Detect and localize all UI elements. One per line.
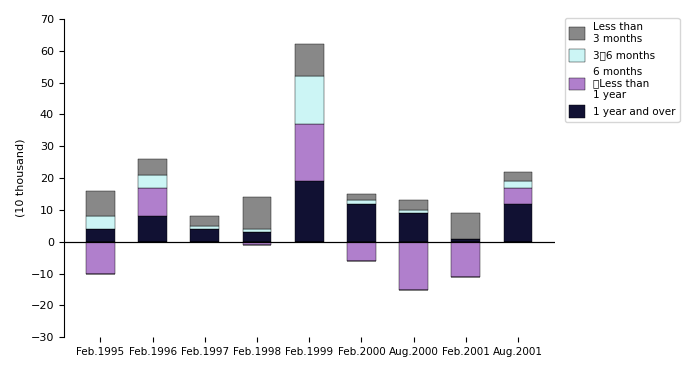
Bar bbox=[86, 229, 115, 242]
Bar bbox=[452, 213, 480, 238]
Legend: Less than
3 months, 3～6 months, 6 months
～Less than
1 year, 1 year and over: Less than 3 months, 3～6 months, 6 months… bbox=[565, 18, 680, 122]
Bar bbox=[295, 181, 324, 242]
Y-axis label: (10 thousand): (10 thousand) bbox=[15, 139, 25, 217]
Bar bbox=[243, 197, 271, 229]
Bar bbox=[452, 242, 480, 277]
Bar bbox=[399, 201, 428, 210]
Bar bbox=[504, 203, 532, 242]
Bar bbox=[347, 194, 376, 201]
Bar bbox=[138, 159, 167, 175]
Bar bbox=[452, 238, 480, 242]
Bar bbox=[243, 229, 271, 232]
Bar bbox=[504, 188, 532, 203]
Bar bbox=[295, 124, 324, 181]
Bar bbox=[295, 45, 324, 76]
Bar bbox=[86, 191, 115, 217]
Bar bbox=[399, 242, 428, 289]
Bar bbox=[86, 242, 115, 274]
Bar bbox=[504, 172, 532, 181]
Bar bbox=[86, 217, 115, 229]
Bar bbox=[504, 181, 532, 188]
Bar bbox=[295, 76, 324, 124]
Bar bbox=[190, 217, 219, 226]
Bar bbox=[347, 203, 376, 242]
Bar bbox=[243, 242, 271, 245]
Bar bbox=[190, 229, 219, 242]
Bar bbox=[399, 213, 428, 242]
Bar bbox=[138, 175, 167, 188]
Bar bbox=[347, 242, 376, 261]
Bar bbox=[347, 201, 376, 203]
Bar bbox=[138, 217, 167, 242]
Bar bbox=[138, 188, 167, 217]
Bar bbox=[190, 226, 219, 229]
Bar bbox=[399, 210, 428, 213]
Bar bbox=[243, 232, 271, 242]
